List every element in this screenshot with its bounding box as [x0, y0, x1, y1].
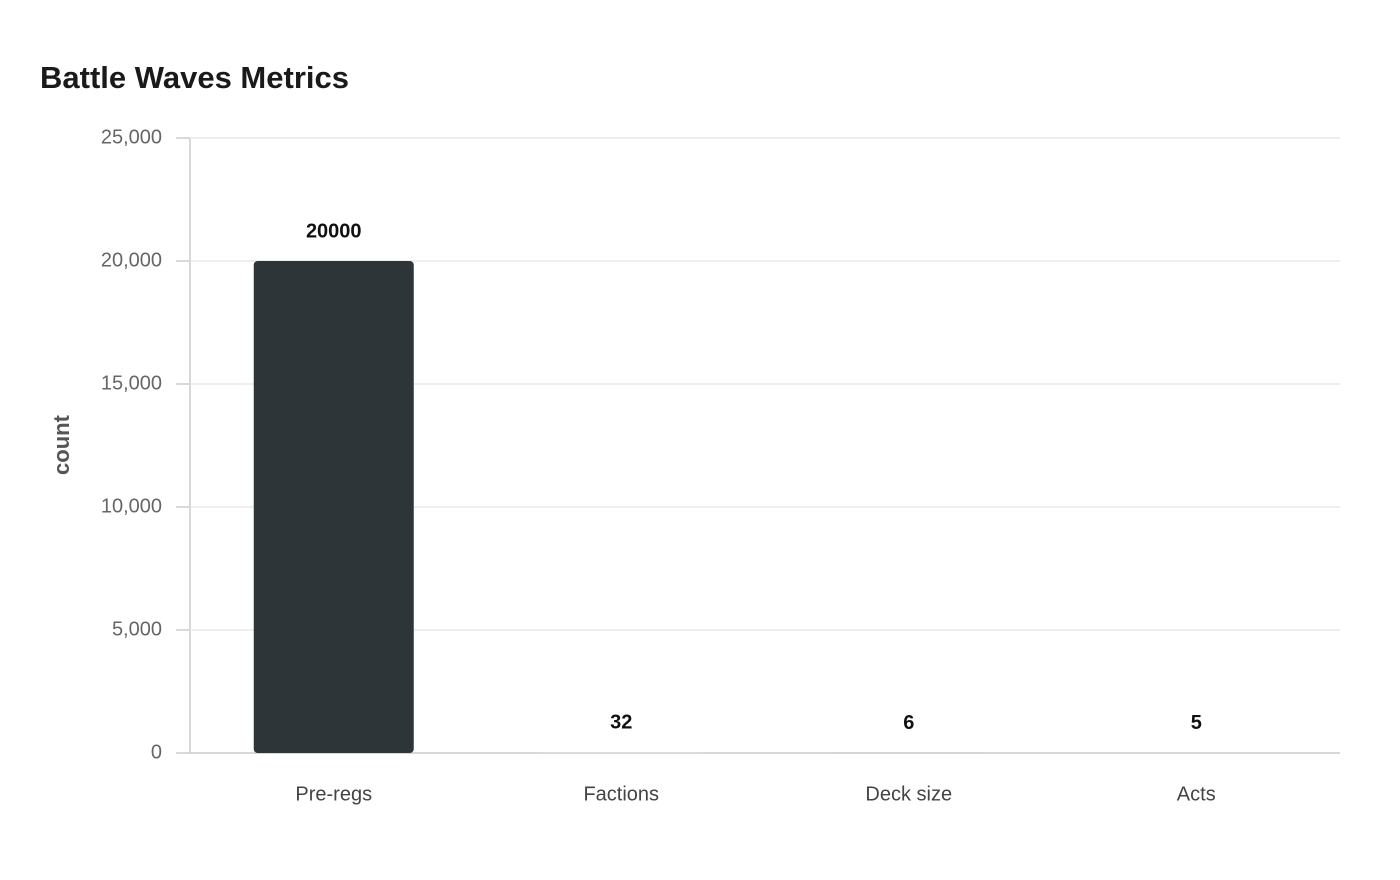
x-tick-label: Acts — [1177, 783, 1216, 805]
x-tick-label: Deck size — [865, 783, 952, 805]
y-tick-label: 10,000 — [101, 495, 162, 517]
y-tick-label: 15,000 — [101, 372, 162, 394]
bar — [541, 752, 702, 753]
y-tick-label: 5,000 — [112, 618, 162, 640]
value-label: 6 — [903, 712, 914, 734]
y-tick-label: 0 — [151, 741, 162, 763]
chart-title: Battle Waves Metrics — [40, 60, 349, 95]
x-tick-label: Pre-regs — [295, 783, 372, 805]
y-axis-label: count — [49, 414, 74, 475]
y-tick-label: 25,000 — [101, 126, 162, 148]
value-label: 5 — [1191, 712, 1202, 734]
value-label: 32 — [610, 711, 632, 733]
value-label: 20000 — [306, 220, 362, 242]
bar — [253, 261, 414, 753]
x-tick-label: Factions — [583, 783, 659, 805]
y-tick-label: 20,000 — [101, 249, 162, 271]
